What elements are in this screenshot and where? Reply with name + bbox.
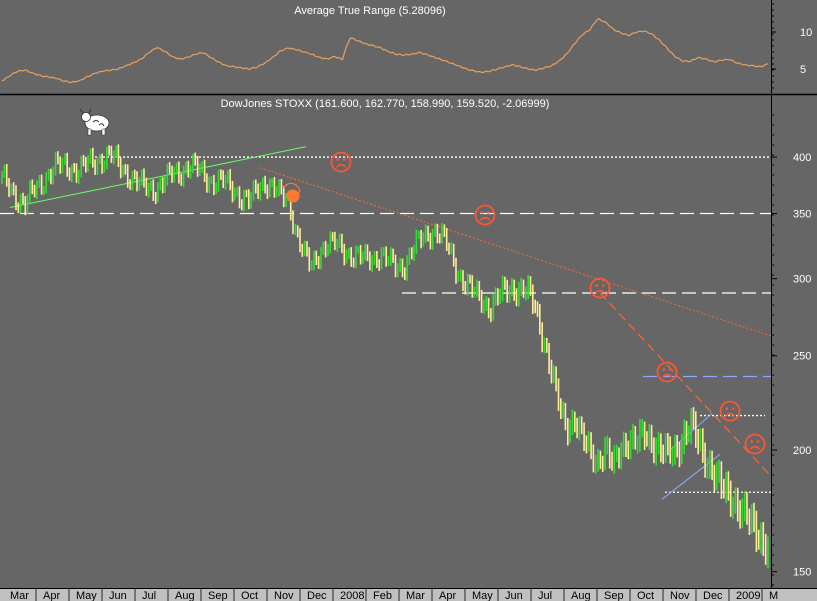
- x-tick-label: May: [472, 590, 493, 601]
- x-tick-label: Jul: [142, 590, 156, 601]
- x-tick-label: Apr: [43, 590, 60, 601]
- price-tick-label: 400: [793, 152, 811, 164]
- atr-line: [1, 18, 769, 84]
- x-tick-label: Sep: [604, 590, 624, 601]
- x-tick-label: Dec: [307, 590, 327, 601]
- x-tick-label: Mar: [10, 590, 29, 601]
- price-panel: DowJones STOXX (161.600, 162.770, 158.99…: [0, 98, 811, 586]
- x-tick-label: Oct: [241, 590, 258, 601]
- price-tick-label: 300: [793, 274, 811, 286]
- atr-tick-label: 10: [800, 27, 812, 39]
- x-tick-label: Sep: [208, 590, 228, 601]
- sad-face-icon: [330, 151, 352, 173]
- orange-dot-icon: [286, 189, 300, 203]
- x-tick-label: Jun: [109, 590, 127, 601]
- uptrend-line: [9, 146, 307, 209]
- sad-face-icon: [719, 400, 741, 422]
- sad-face-icon: [744, 433, 766, 455]
- x-tick-label: Jun: [505, 590, 523, 601]
- x-tick-label: Nov: [274, 590, 294, 601]
- price-title: DowJones STOXX (161.600, 162.770, 158.99…: [221, 98, 550, 110]
- x-tick-label: Aug: [175, 590, 195, 601]
- x-tick-label: May: [76, 590, 97, 601]
- x-tick-label: Apr: [439, 590, 456, 601]
- sad-face-icon: [589, 277, 611, 299]
- sell-signal-curve: [282, 182, 301, 195]
- x-tick-label: 2008: [340, 590, 364, 601]
- sad-face-icon: [474, 204, 496, 226]
- x-tick-label: Mar: [406, 590, 425, 601]
- atr-tick-label: 5: [800, 64, 806, 76]
- price-tick-label: 150: [793, 567, 811, 579]
- x-tick-label: Oct: [637, 590, 654, 601]
- x-tick-label: 2009: [736, 590, 760, 601]
- markers: [79, 108, 766, 455]
- price-tick-label: 250: [793, 351, 811, 363]
- x-tick-label: M: [769, 590, 778, 601]
- downtrend-line-dotted: [259, 167, 772, 337]
- x-tick-label: Feb: [373, 590, 392, 601]
- price-bars: [1, 144, 769, 569]
- x-tick-label: Jul: [538, 590, 552, 601]
- sad-face-icon: [656, 361, 678, 383]
- price-ticks: 150 200 250 300 350 400: [771, 114, 811, 586]
- price-tick-label: 200: [793, 445, 811, 457]
- atr-title: Average True Range (5.28096): [294, 5, 445, 17]
- price-tick-label: 350: [793, 209, 811, 221]
- atr-panel: Average True Range (5.28096) 5 10: [1, 3, 812, 89]
- x-tick-label: Nov: [670, 590, 690, 601]
- support-resistance-levels: [0, 156, 771, 493]
- bull-icon: [79, 108, 110, 136]
- x-axis-labels: Mar Apr May Jun Jul Aug Sep Oct Nov Dec 2008 Feb Mar…: [10, 588, 778, 601]
- x-tick-label: Dec: [703, 590, 723, 601]
- x-axis-band: [0, 588, 817, 601]
- x-tick-label: Aug: [571, 590, 591, 601]
